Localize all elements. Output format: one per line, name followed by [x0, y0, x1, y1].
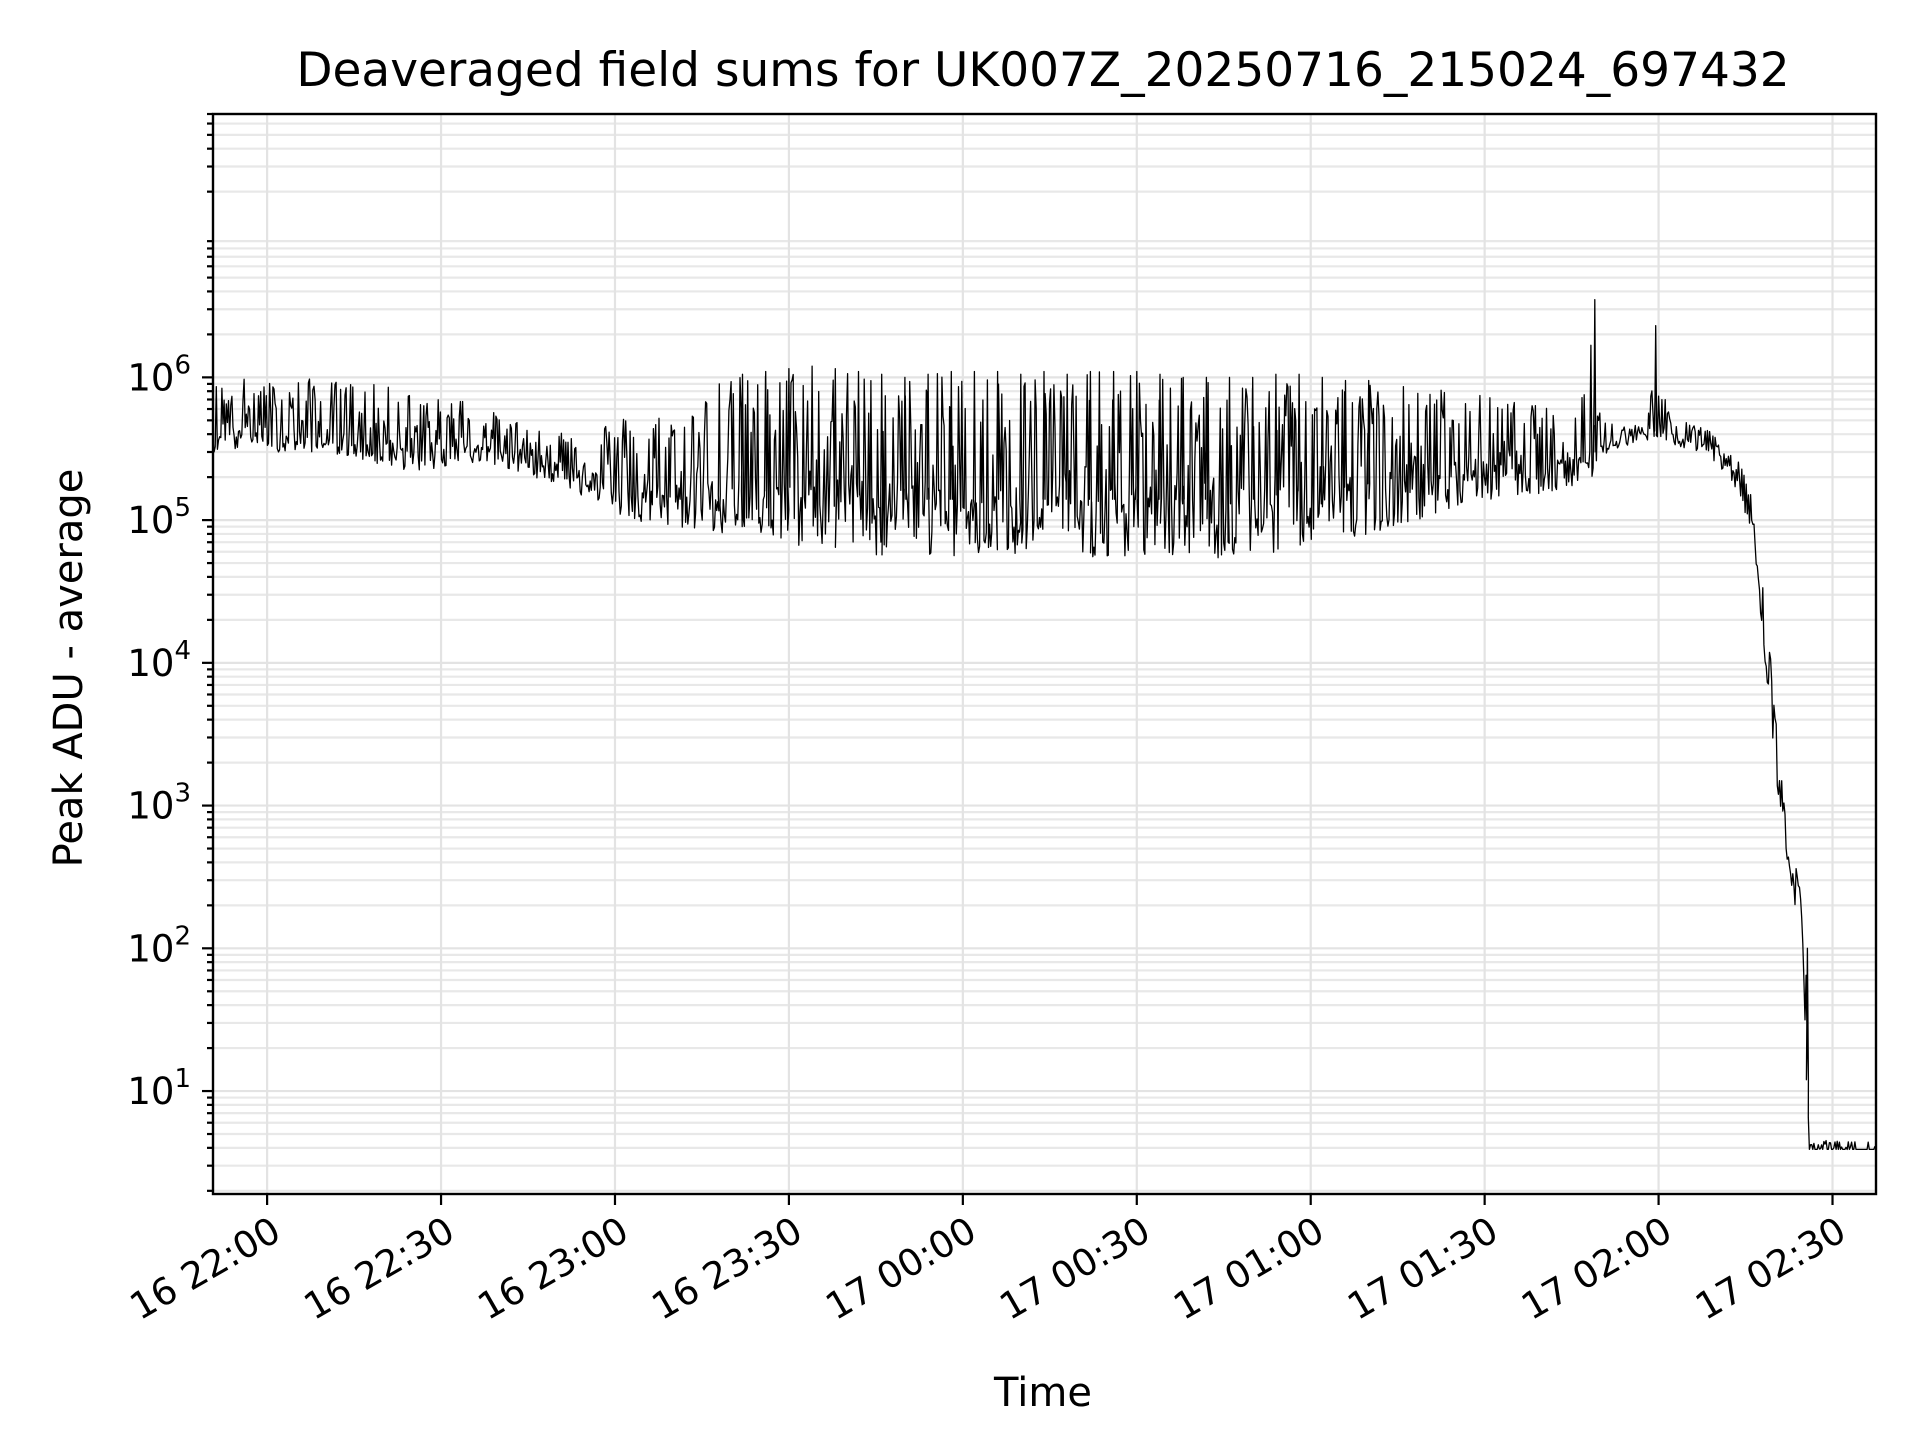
y-tick-label: 105	[127, 493, 191, 542]
y-axis-label: Peak ADU - average	[46, 469, 92, 868]
y-tick-label: 106	[127, 350, 191, 399]
x-tick-label: 17 02:00	[1514, 1209, 1679, 1329]
y-tick-label: 102	[127, 921, 191, 970]
y-tick-label: 103	[127, 779, 191, 828]
x-tick-label: 17 00:00	[819, 1209, 984, 1329]
x-tick-label: 17 02:30	[1688, 1209, 1853, 1329]
y-tick-label: 104	[127, 636, 191, 685]
y-tick-label: 101	[127, 1064, 191, 1113]
x-tick-label: 17 01:00	[1166, 1209, 1331, 1329]
y-axis: 101 102 103 104 105 106	[127, 112, 213, 1192]
grid	[213, 112, 1876, 1194]
x-tick-label: 16 22:00	[123, 1209, 288, 1329]
series-line	[212, 299, 1877, 1151]
x-axis: 16 22:00 16 22:30 16 23:00 16 23:30 17 00:00…	[123, 1194, 1853, 1329]
x-tick-label: 16 23:30	[645, 1209, 810, 1329]
x-tick-label: 16 22:30	[297, 1209, 462, 1329]
x-tick-label: 16 23:00	[471, 1209, 636, 1329]
chart-title: Deaveraged field sums for UK007Z_2025071…	[296, 43, 1789, 98]
x-axis-label: Time	[993, 1370, 1092, 1416]
x-tick-label: 17 00:30	[992, 1209, 1157, 1329]
x-tick-label: 17 01:30	[1340, 1209, 1505, 1329]
axes-frame	[211, 112, 1878, 1196]
